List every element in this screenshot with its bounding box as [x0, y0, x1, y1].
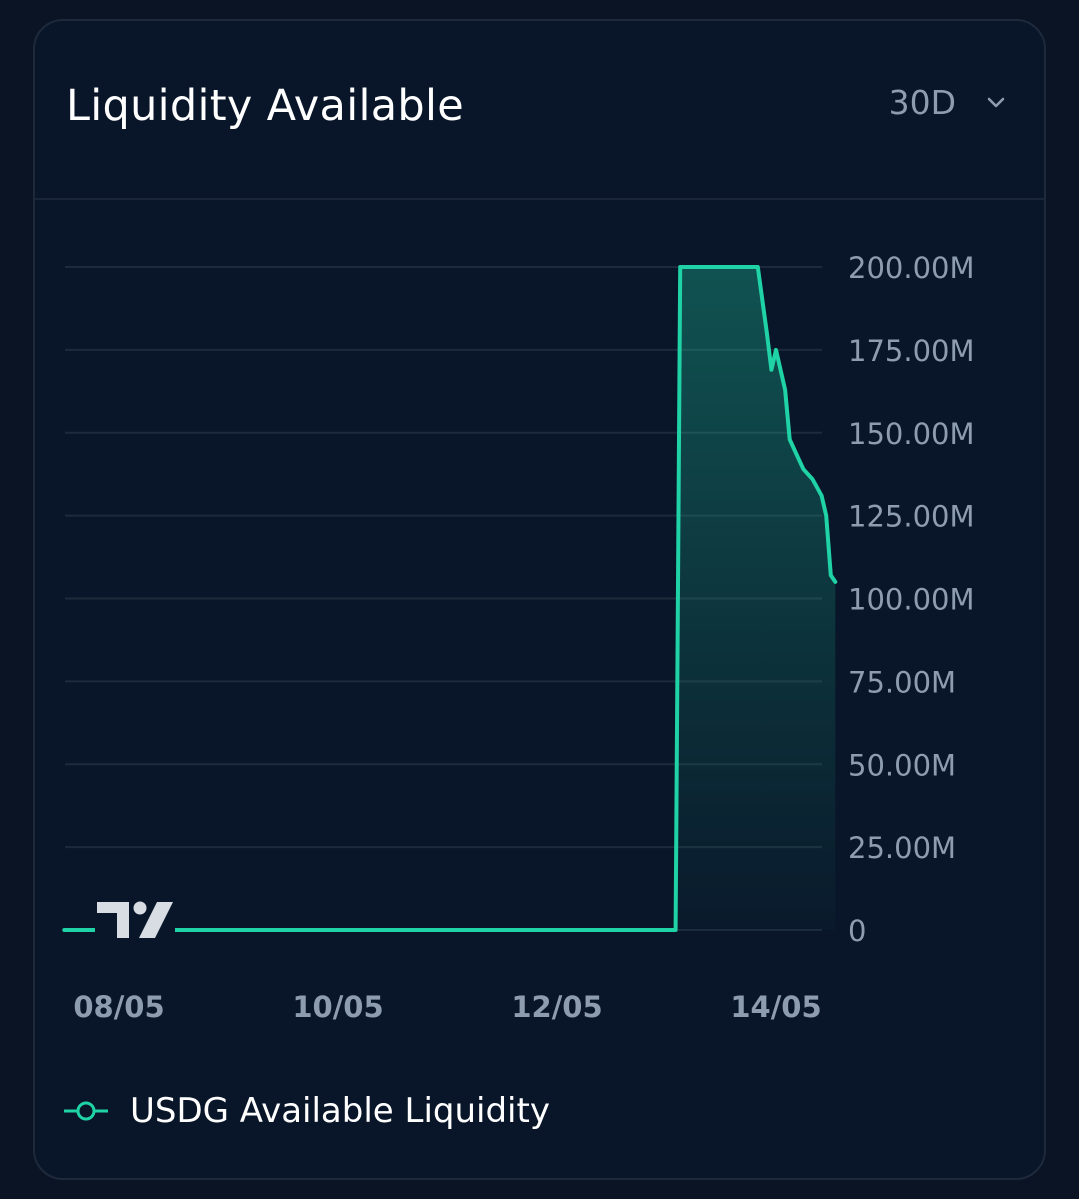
- y-axis-labels: 200.00M 175.00M 150.00M 125.00M 100.00M 75.00…: [848, 251, 975, 948]
- y-tick-label: 0: [848, 914, 866, 948]
- series-area-fill: [64, 267, 836, 930]
- y-tick-label: 200.00M: [848, 251, 975, 285]
- y-tick-label: 175.00M: [848, 334, 975, 368]
- x-tick-label: 14/05: [730, 990, 821, 1024]
- series-line: [62, 265, 838, 932]
- y-tick-label: 125.00M: [848, 500, 975, 534]
- tradingview-logo-icon: [95, 898, 175, 940]
- time-range-value: 30D: [888, 82, 956, 122]
- card-header: Liquidity Available 30D: [35, 21, 1044, 200]
- y-tick-label: 50.00M: [848, 748, 956, 782]
- card-title: Liquidity Available: [66, 81, 464, 131]
- series-line-path: [62, 265, 838, 932]
- series-area: [64, 267, 836, 930]
- y-tick-label: 25.00M: [848, 831, 956, 865]
- x-tick-label: 12/05: [511, 990, 602, 1024]
- x-tick-label: 10/05: [292, 990, 383, 1024]
- line-circle-marker-icon: [64, 1101, 108, 1121]
- legend-item[interactable]: USDG Available Liquidity: [64, 1088, 550, 1134]
- legend-label: USDG Available Liquidity: [130, 1091, 550, 1131]
- x-axis-labels: 08/05 10/05 12/05 14/05: [73, 990, 821, 1024]
- chevron-down-icon: [987, 97, 1005, 108]
- y-tick-label: 100.00M: [848, 583, 975, 617]
- y-tick-label: 75.00M: [848, 665, 956, 699]
- x-tick-label: 08/05: [73, 990, 164, 1024]
- y-tick-label: 150.00M: [848, 417, 975, 451]
- time-range-dropdown[interactable]: 30D: [889, 77, 1006, 127]
